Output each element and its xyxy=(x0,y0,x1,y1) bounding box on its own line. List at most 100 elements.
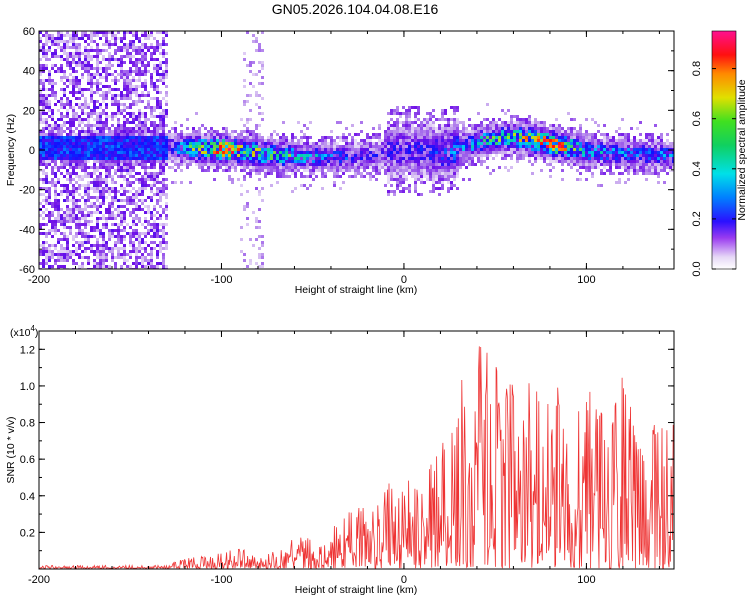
spectrogram-cell xyxy=(507,121,510,124)
spectrogram-cell xyxy=(213,160,216,163)
spectrogram-cell xyxy=(186,157,189,160)
spectrogram-cell xyxy=(393,136,396,139)
spectrogram-cell xyxy=(75,85,78,88)
spectrogram-cell xyxy=(615,181,618,184)
spectrogram-cell xyxy=(51,256,54,259)
spectrogram-cell xyxy=(567,112,570,115)
spectrogram-cell xyxy=(156,181,159,184)
spectrogram-cell xyxy=(264,148,267,151)
spectrogram-cell xyxy=(105,160,108,163)
spectrogram-cell xyxy=(636,142,639,145)
spectrogram-cell xyxy=(603,145,606,148)
spectrogram-cell xyxy=(243,142,246,145)
spectrogram-cell xyxy=(642,169,645,172)
spectrogram-cell xyxy=(132,166,135,169)
spectrogram-cell xyxy=(330,142,333,145)
spectrogram-cell xyxy=(144,64,147,67)
spectrogram-cell xyxy=(159,247,162,250)
spectrogram-cell xyxy=(447,145,450,148)
spectrogram-cell xyxy=(177,154,180,157)
spectrogram-cell xyxy=(132,118,135,121)
spectrogram-cell xyxy=(576,142,579,145)
spectrogram-cell xyxy=(432,166,435,169)
spectrogram-cell xyxy=(420,193,423,196)
spectrogram-cell xyxy=(78,52,81,55)
spectrogram-cell xyxy=(162,235,165,238)
spectrogram-cell xyxy=(126,265,129,268)
spectrogram-cell xyxy=(576,154,579,157)
spectrogram-cell xyxy=(231,148,234,151)
spectrogram-cell xyxy=(642,154,645,157)
spectrogram-cell xyxy=(630,166,633,169)
spectrogram-cell xyxy=(351,157,354,160)
spectrogram-cell xyxy=(126,148,129,151)
spectrogram-cell xyxy=(138,247,141,250)
spectrogram-cell xyxy=(45,55,48,58)
spectrogram-cell xyxy=(282,169,285,172)
spectrogram-cell xyxy=(399,169,402,172)
spectrogram-cell xyxy=(102,43,105,46)
spectrogram-cell xyxy=(201,151,204,154)
spectrogram-cell xyxy=(645,136,648,139)
spectrogram-cell xyxy=(273,157,276,160)
spectrogram-cell xyxy=(465,139,468,142)
spectrogram-cell xyxy=(450,139,453,142)
spectrogram-cell xyxy=(507,148,510,151)
spectrogram-cell xyxy=(306,157,309,160)
spectrogram-cell xyxy=(114,79,117,82)
spectrogram-cell xyxy=(264,172,267,175)
spectrogram-cell xyxy=(63,124,66,127)
spectrogram-cell xyxy=(141,178,144,181)
spectrogram-cell xyxy=(135,127,138,130)
spectrogram-cell xyxy=(462,127,465,130)
spectrogram-cell xyxy=(45,241,48,244)
spectrogram-cell xyxy=(105,247,108,250)
spectrogram-cell xyxy=(132,85,135,88)
spectrogram-cell xyxy=(372,157,375,160)
spectrogram-cell xyxy=(39,67,42,70)
spectrogram-cell xyxy=(432,154,435,157)
spectrogram-cell xyxy=(333,163,336,166)
spectrogram-cell xyxy=(111,145,114,148)
spectrogram-cell xyxy=(54,229,57,232)
spectrogram-cell xyxy=(159,241,162,244)
spectrogram-cell xyxy=(324,163,327,166)
spectrogram-cell xyxy=(105,85,108,88)
spectrogram-cell xyxy=(162,265,165,268)
spectrogram-cell xyxy=(432,169,435,172)
spectrogram-cell xyxy=(132,61,135,64)
spectrogram-cell xyxy=(48,79,51,82)
spectrogram-cell xyxy=(165,73,168,76)
spectrogram-cell xyxy=(162,112,165,115)
spectrogram-cell xyxy=(516,133,519,136)
spectrogram-cell xyxy=(72,31,75,34)
spectrogram-cell xyxy=(450,181,453,184)
spectrogram-cell xyxy=(330,166,333,169)
spectrogram-cell xyxy=(348,151,351,154)
spectrogram-cell xyxy=(378,148,381,151)
spectrogram-cell xyxy=(576,136,579,139)
spectrogram-cell xyxy=(81,130,84,133)
spectrogram-cell xyxy=(351,175,354,178)
spectrogram-cell xyxy=(138,178,141,181)
spectrogram-cell xyxy=(75,37,78,40)
spectrogram-cell xyxy=(531,145,534,148)
spectrogram-cell xyxy=(663,166,666,169)
spectrogram-cell xyxy=(399,130,402,133)
spectrogram-cell xyxy=(93,49,96,52)
spectrogram-cell xyxy=(96,187,99,190)
spectrogram-cell xyxy=(258,70,261,73)
spectrogram-cell xyxy=(63,43,66,46)
spectrogram-cell xyxy=(444,154,447,157)
spectrogram-cell xyxy=(297,163,300,166)
spectrogram-cell xyxy=(501,124,504,127)
spectrogram-cell xyxy=(408,124,411,127)
spectrogram-cell xyxy=(174,130,177,133)
spectrogram-cell xyxy=(231,166,234,169)
spectrogram-cell xyxy=(135,67,138,70)
spectrogram-cell xyxy=(468,178,471,181)
spectrogram-cell xyxy=(267,136,270,139)
spectrogram-cell xyxy=(495,130,498,133)
spectrogram-cell xyxy=(255,160,258,163)
spectrogram-cell xyxy=(63,145,66,148)
